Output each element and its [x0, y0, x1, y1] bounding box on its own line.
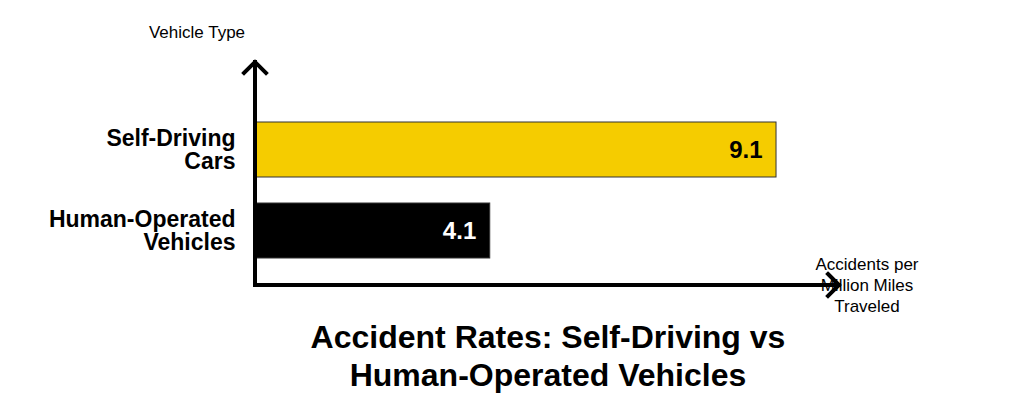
svg-text:Human-OperatedVehicles: Human-OperatedVehicles — [49, 206, 236, 255]
svg-text:4.1: 4.1 — [443, 217, 476, 244]
svg-text:Accidents perMillion MilesTrav: Accidents perMillion MilesTraveled — [816, 255, 919, 316]
html-text:Accident Rates: Self-Driving v: Accident Rates: Self-Driving vs Human-Op… — [310, 319, 786, 393]
svg-text:Vehicle Type: Vehicle Type — [149, 23, 245, 42]
svg-text:9.1: 9.1 — [729, 136, 762, 163]
svg-text:Self-DrivingCars: Self-DrivingCars — [106, 125, 235, 174]
